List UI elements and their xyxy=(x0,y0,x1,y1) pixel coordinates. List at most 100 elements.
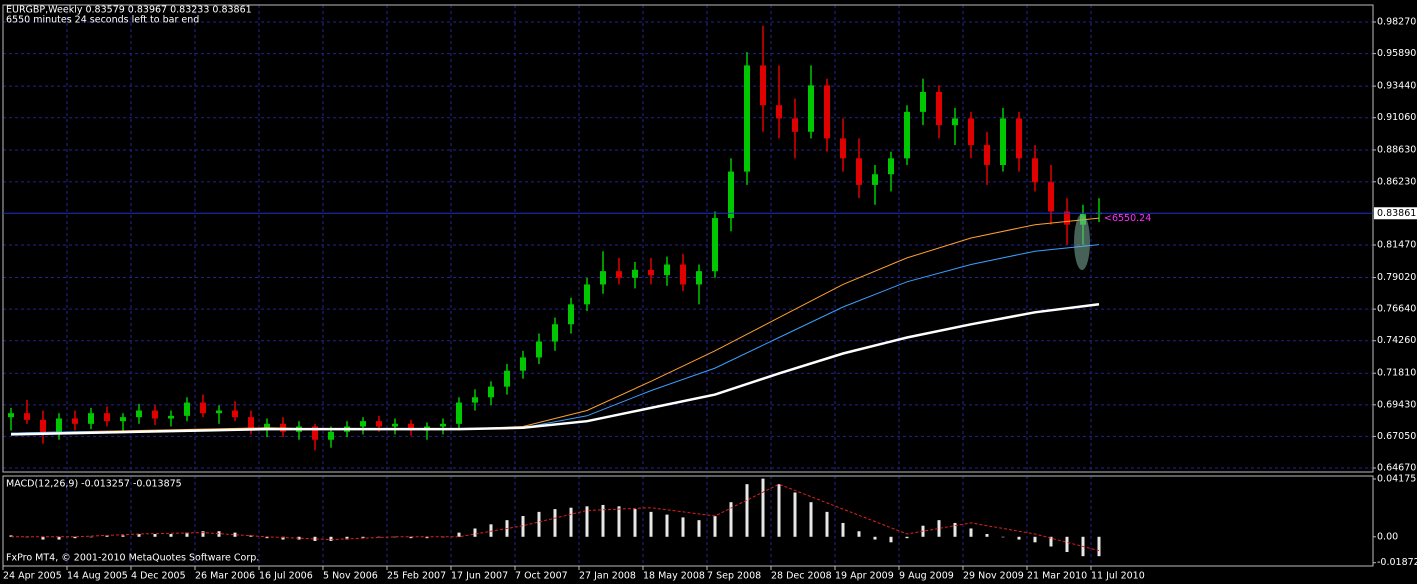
y-tick-label: 0.86230 xyxy=(1377,176,1416,187)
candle-body xyxy=(392,423,398,427)
macd-bar xyxy=(345,536,349,540)
candle-body xyxy=(1032,158,1038,183)
candle-body xyxy=(440,423,446,427)
macd-bar xyxy=(649,511,653,537)
macd-bar xyxy=(985,534,989,537)
candle-body xyxy=(792,118,798,132)
macd-bar xyxy=(841,522,845,537)
macd-bar xyxy=(809,502,813,537)
x-tick-label: 7 Sep 2008 xyxy=(707,571,761,582)
macd-bar xyxy=(777,484,781,537)
candle-body xyxy=(824,85,830,139)
macd-bar xyxy=(409,536,413,539)
moving-average xyxy=(10,217,1100,434)
candle-body xyxy=(712,218,718,272)
macd-bar xyxy=(473,528,477,537)
macd-bar xyxy=(537,511,541,537)
macd-bar xyxy=(169,534,173,537)
x-tick-label: 26 Mar 2006 xyxy=(195,571,255,582)
macd-bar xyxy=(761,478,765,537)
macd-bar xyxy=(313,536,317,541)
macd-bar xyxy=(201,531,205,537)
candle-body xyxy=(600,271,606,285)
candle-body xyxy=(248,417,254,430)
candle-body xyxy=(24,413,30,420)
candle-body xyxy=(472,397,478,403)
x-tick-label: 17 Jun 2007 xyxy=(451,571,508,582)
candle-body xyxy=(328,431,334,440)
macd-bar xyxy=(89,536,93,538)
candle-body xyxy=(520,357,526,371)
y-tick-label: 0.04175 xyxy=(1377,473,1416,484)
marks xyxy=(8,25,1102,557)
candle-body xyxy=(776,105,782,119)
x-tick-label: 29 Nov 2009 xyxy=(963,571,1024,582)
macd-bar xyxy=(937,520,941,537)
macd-bar xyxy=(713,516,717,537)
chart-title: EURGBP,Weekly 0.83579 0.83967 0.83233 0.… xyxy=(6,5,252,16)
macd-bar xyxy=(41,536,45,540)
last-price-box xyxy=(1374,207,1417,220)
candle-body xyxy=(264,423,270,430)
macd-bar xyxy=(889,536,893,543)
macd-bar xyxy=(601,504,605,537)
candle-body xyxy=(952,118,958,126)
macd-bar xyxy=(873,536,877,540)
macd-bar xyxy=(361,536,365,539)
macd-bar xyxy=(57,536,61,540)
macd-bar xyxy=(9,535,13,537)
macd-bar xyxy=(969,528,973,537)
candle-body xyxy=(536,341,542,358)
x-tick-label: 7 Oct 2007 xyxy=(515,571,568,582)
x-tick-label: 9 Aug 2009 xyxy=(899,571,954,582)
y-tick-label: 0.93440 xyxy=(1377,81,1416,92)
macd-bar xyxy=(793,492,797,537)
candle-body xyxy=(488,386,494,398)
macd-bar xyxy=(953,522,957,537)
x-tick-label: 24 Apr 2005 xyxy=(3,571,62,582)
y-tick-label: 0.69430 xyxy=(1377,399,1416,410)
y-tick-label: 0.71810 xyxy=(1377,368,1416,379)
candle-body xyxy=(744,65,750,172)
macd-bar xyxy=(585,506,589,537)
macd-bar xyxy=(745,484,749,537)
macd-bar xyxy=(281,536,285,540)
macd-bar xyxy=(489,524,493,537)
macd-bar xyxy=(825,511,829,537)
candle-body xyxy=(40,419,46,435)
candle-body xyxy=(504,370,510,387)
candle-body xyxy=(904,111,910,159)
macd-bar xyxy=(153,534,157,537)
candle-body xyxy=(568,304,574,325)
candle-body xyxy=(200,402,206,414)
macd-bar xyxy=(217,531,221,537)
y-tick-label: 0.00 xyxy=(1377,531,1398,542)
y-tick-label: 0.64670 xyxy=(1377,463,1416,474)
y-tick-label: 0.98270 xyxy=(1377,16,1416,27)
macd-bar xyxy=(1033,536,1037,543)
candle-body xyxy=(8,413,14,418)
candle-body xyxy=(376,421,382,427)
candle-body xyxy=(216,410,222,414)
macd-title: MACD(12,26,9) -0.013257 -0.013875 xyxy=(6,479,182,490)
candle-body xyxy=(728,171,734,219)
macd-bar xyxy=(425,536,429,539)
bar-timer: <6550.24 xyxy=(1104,213,1151,224)
moving-average xyxy=(10,303,1100,436)
copyright: FxPro MT4, © 2001-2010 MetaQuotes Softwa… xyxy=(6,553,259,564)
candle-body xyxy=(104,413,110,422)
y-tick-label: 0.81470 xyxy=(1377,240,1416,251)
candle-body xyxy=(136,410,142,418)
macd-bar xyxy=(377,536,381,538)
x-tick-label: 28 Dec 2008 xyxy=(771,571,832,582)
macd-bar xyxy=(521,516,525,537)
macd-bar xyxy=(1049,536,1053,547)
x-tick-label: 16 Jul 2006 xyxy=(259,571,313,582)
candle-body xyxy=(88,413,94,424)
y-tick-label: -0.01872 xyxy=(1377,557,1417,568)
candle-body xyxy=(1048,182,1054,212)
candle-body xyxy=(120,417,126,422)
candle-body xyxy=(920,91,926,112)
grid xyxy=(2,5,1373,566)
